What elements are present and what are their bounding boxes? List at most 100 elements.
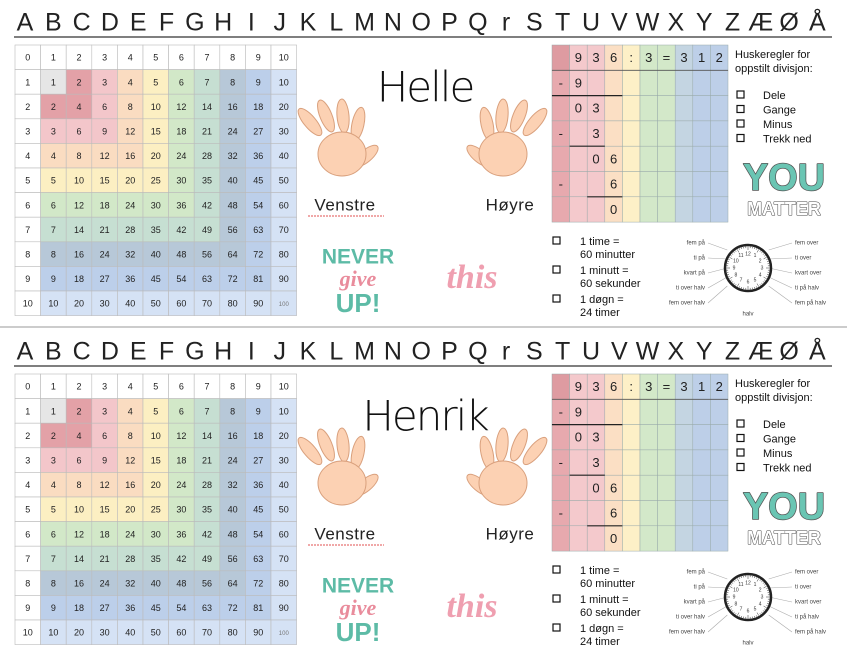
division-cell <box>570 121 588 146</box>
table-number: 12 <box>125 126 135 136</box>
rule-item: Minus <box>763 119 793 131</box>
alphabet-letter: G <box>185 338 204 366</box>
division-cell <box>640 475 658 500</box>
sticker-text: YOU <box>743 486 825 528</box>
division-cell <box>693 96 711 121</box>
table-number: 18 <box>74 274 84 284</box>
student-name: Helle <box>377 63 474 112</box>
table-number: 4 <box>76 431 81 441</box>
division-digit: 0 <box>592 151 599 166</box>
sticker-text: YOU <box>743 157 825 199</box>
table-number: 4 <box>51 480 56 490</box>
table-number: 35 <box>151 225 161 235</box>
table-number: 60 <box>279 529 289 539</box>
division-cell <box>640 526 658 551</box>
clock-number: 9 <box>733 265 736 271</box>
division-digit: - <box>559 455 563 470</box>
table-number: 100 <box>279 631 290 637</box>
alphabet-letter: F <box>159 9 174 37</box>
rules-title: oppstilt divisjon: <box>735 63 813 75</box>
table-number: 16 <box>74 249 84 259</box>
division-cell <box>693 425 711 450</box>
alphabet-letter: U <box>582 338 600 366</box>
division-cell <box>640 121 658 146</box>
division-cell <box>658 197 676 222</box>
table-number: 80 <box>279 249 289 259</box>
table-number: 16 <box>228 102 238 112</box>
table-number: 12 <box>100 151 110 161</box>
table-number: 5 <box>25 176 30 186</box>
table-number: 40 <box>228 505 238 515</box>
table-number: 42 <box>202 529 212 539</box>
clock-label: fem over halv <box>669 630 705 636</box>
division-cell <box>693 450 711 475</box>
table-number: 4 <box>51 151 56 161</box>
table-number: 54 <box>253 529 263 539</box>
clock-number: 6 <box>747 608 750 614</box>
division-cell <box>605 399 623 424</box>
division-cell <box>658 172 676 197</box>
table-number: 21 <box>202 126 212 136</box>
table-number: 1 <box>51 53 56 63</box>
table-number: 42 <box>202 200 212 210</box>
table-number: 36 <box>176 200 186 210</box>
division-digit: - <box>559 404 563 419</box>
clock-number: 6 <box>747 279 750 285</box>
division-digit: 3 <box>592 379 599 394</box>
division-cell <box>622 501 640 526</box>
palm <box>318 461 366 505</box>
clock-label: fem på halv <box>795 300 826 307</box>
alphabet-letter: B <box>45 9 62 37</box>
table-number: 27 <box>100 274 110 284</box>
alphabet-letter: D <box>101 9 119 37</box>
table-number: 12 <box>100 480 110 490</box>
alphabet-letter: Q <box>468 9 487 37</box>
division-cell <box>605 425 623 450</box>
alphabet-letter: T <box>555 9 570 37</box>
table-number: 45 <box>151 274 161 284</box>
division-cell <box>693 197 711 222</box>
clock-number: 2 <box>759 258 762 264</box>
table-number: 6 <box>25 200 30 210</box>
left-label: Venstre <box>314 524 375 543</box>
alphabet-letter: P <box>441 9 458 37</box>
alphabet-letter: T <box>555 338 570 366</box>
table-number: 3 <box>102 382 107 392</box>
division-cell <box>622 197 640 222</box>
table-number: 40 <box>125 299 135 309</box>
division-cell <box>605 450 623 475</box>
time-fact: 1 minutt = <box>580 265 629 277</box>
table-number: 24 <box>100 249 110 259</box>
table-number: 20 <box>74 628 84 638</box>
table-number: 32 <box>228 480 238 490</box>
left-label: Venstre <box>314 195 375 214</box>
table-number: 2 <box>51 431 56 441</box>
table-number: 81 <box>253 603 263 613</box>
division-cell <box>570 146 588 171</box>
table-number: 3 <box>25 455 30 465</box>
alphabet-letter: B <box>45 338 62 366</box>
alphabet-letter: J <box>273 9 286 37</box>
table-number: 3 <box>102 53 107 63</box>
table-number: 56 <box>228 554 238 564</box>
right-label: Høyre <box>486 524 535 543</box>
table-number: 50 <box>151 628 161 638</box>
table-number: 72 <box>228 603 238 613</box>
table-number: 10 <box>151 431 161 441</box>
table-number: 70 <box>279 554 289 564</box>
table-number: 10 <box>74 505 84 515</box>
table-number: 5 <box>153 382 158 392</box>
table-number: 63 <box>253 554 263 564</box>
sticker-text: UP! <box>336 288 381 318</box>
division-cell <box>658 399 676 424</box>
clock-label: fem på <box>687 240 706 247</box>
table-number: 25 <box>151 505 161 515</box>
table-number: 21 <box>100 225 110 235</box>
table-number: 25 <box>151 176 161 186</box>
alphabet-letter: Q <box>468 338 487 366</box>
division-cell <box>552 146 570 171</box>
alphabet-letter: H <box>214 9 232 37</box>
clock-label: fem på <box>687 569 706 576</box>
alphabet-letter: J <box>273 338 286 366</box>
table-number: 10 <box>151 102 161 112</box>
